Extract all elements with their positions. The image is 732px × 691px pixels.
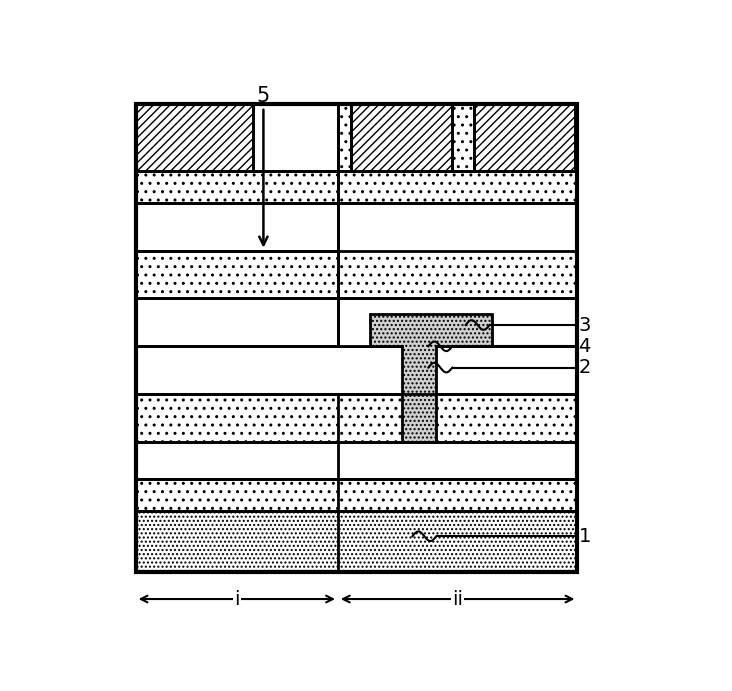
Text: 3: 3 bbox=[578, 316, 591, 334]
Text: 4: 4 bbox=[578, 337, 591, 356]
Bar bbox=[338, 171, 578, 346]
Bar bbox=[351, 104, 452, 171]
Polygon shape bbox=[370, 314, 492, 442]
Bar bbox=[575, 104, 578, 171]
Bar bbox=[135, 104, 253, 171]
Bar bbox=[135, 251, 338, 299]
Bar bbox=[135, 394, 578, 442]
Bar bbox=[135, 511, 578, 572]
Bar bbox=[135, 171, 338, 202]
Text: i: i bbox=[234, 589, 239, 609]
Bar bbox=[338, 104, 351, 171]
Bar bbox=[338, 171, 578, 202]
Bar bbox=[338, 251, 578, 299]
Bar bbox=[135, 299, 338, 346]
Text: 2: 2 bbox=[578, 358, 591, 377]
Bar bbox=[135, 104, 578, 572]
Text: ii: ii bbox=[452, 589, 463, 609]
Bar bbox=[135, 346, 578, 394]
Bar bbox=[135, 202, 338, 251]
Bar bbox=[135, 442, 578, 480]
Bar bbox=[474, 104, 575, 171]
Text: 5: 5 bbox=[257, 86, 270, 106]
Text: 1: 1 bbox=[578, 527, 591, 546]
Bar bbox=[135, 480, 578, 511]
Bar bbox=[452, 104, 474, 171]
